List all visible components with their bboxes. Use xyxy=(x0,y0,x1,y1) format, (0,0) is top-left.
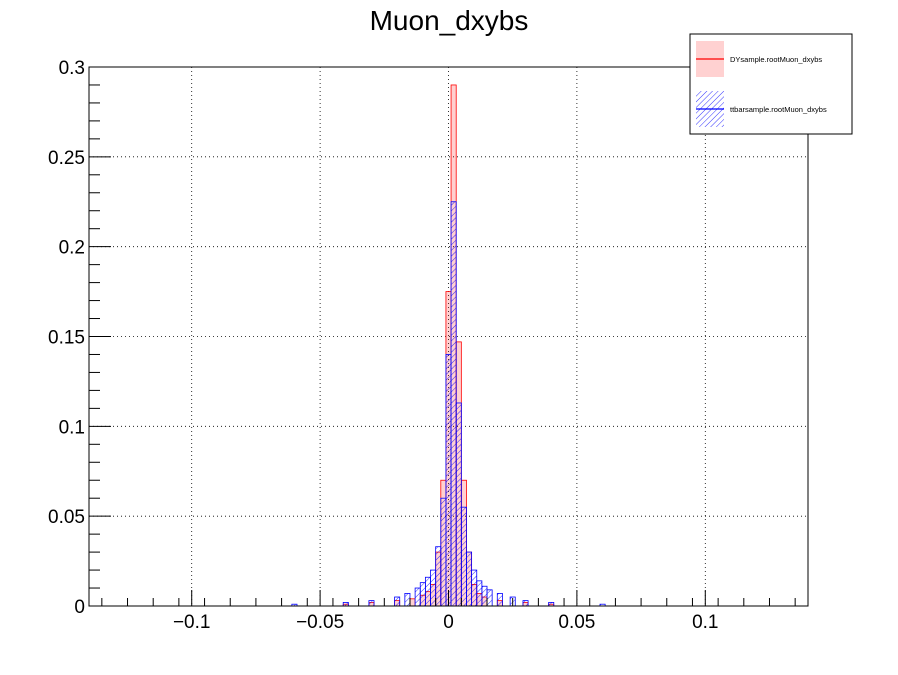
histogram-bin xyxy=(342,602,349,607)
histogram-bin xyxy=(409,598,416,607)
histogram-bin xyxy=(430,569,437,607)
axes: −0.1 −0.05 0 0.05 0.1 0 0.05 0.1 0.15 0.2 0.25 0.3 xyxy=(48,58,796,633)
y-tick-label: 0 xyxy=(74,597,85,618)
histogram-bin xyxy=(368,600,375,607)
histogram-bin xyxy=(455,402,462,607)
y-tick-label: 0.25 xyxy=(48,148,85,169)
x-tick-label: 0 xyxy=(443,612,454,633)
histogram-bin xyxy=(481,585,488,607)
chart-title: Muon_dxybs xyxy=(370,5,529,36)
histogram-bin xyxy=(476,580,483,607)
histogram-bin xyxy=(394,596,401,607)
histogram-bars xyxy=(291,84,606,607)
legend: DYsample.rootMuon_dxybs ttbarsample.rootM… xyxy=(689,33,853,135)
histogram-bin xyxy=(440,497,447,607)
histogram-bin xyxy=(445,354,452,607)
y-tick-label: 0.05 xyxy=(48,507,85,528)
histogram-bin xyxy=(460,506,467,607)
y-tick-label: 0.15 xyxy=(48,328,85,349)
histogram-bin xyxy=(450,201,457,607)
histogram-bin xyxy=(522,600,529,607)
histogram-bin xyxy=(435,546,442,607)
legend-label: ttbarsample.rootMuon_dxybs xyxy=(730,105,827,114)
x-tick-label: −0.05 xyxy=(296,612,344,633)
x-tick-label: 0.1 xyxy=(692,612,718,633)
x-tick-label: −0.1 xyxy=(173,612,211,633)
y-tick-label: 0.2 xyxy=(59,238,85,259)
histogram-bin xyxy=(414,587,421,607)
histogram-bin xyxy=(496,593,503,607)
histogram-bin xyxy=(548,602,555,607)
histogram-bin xyxy=(404,593,411,607)
histogram-bin xyxy=(424,576,431,607)
legend-label: DYsample.rootMuon_dxybs xyxy=(730,55,822,64)
series-ttbar xyxy=(291,201,606,607)
y-tick-label: 0.1 xyxy=(59,417,85,438)
histogram-bin xyxy=(466,551,473,607)
x-tick-label: 0.05 xyxy=(558,612,595,633)
histogram-bin xyxy=(486,589,493,607)
histogram-bin xyxy=(471,569,478,607)
histogram-bin xyxy=(419,582,426,607)
y-tick-label: 0.3 xyxy=(59,58,85,79)
